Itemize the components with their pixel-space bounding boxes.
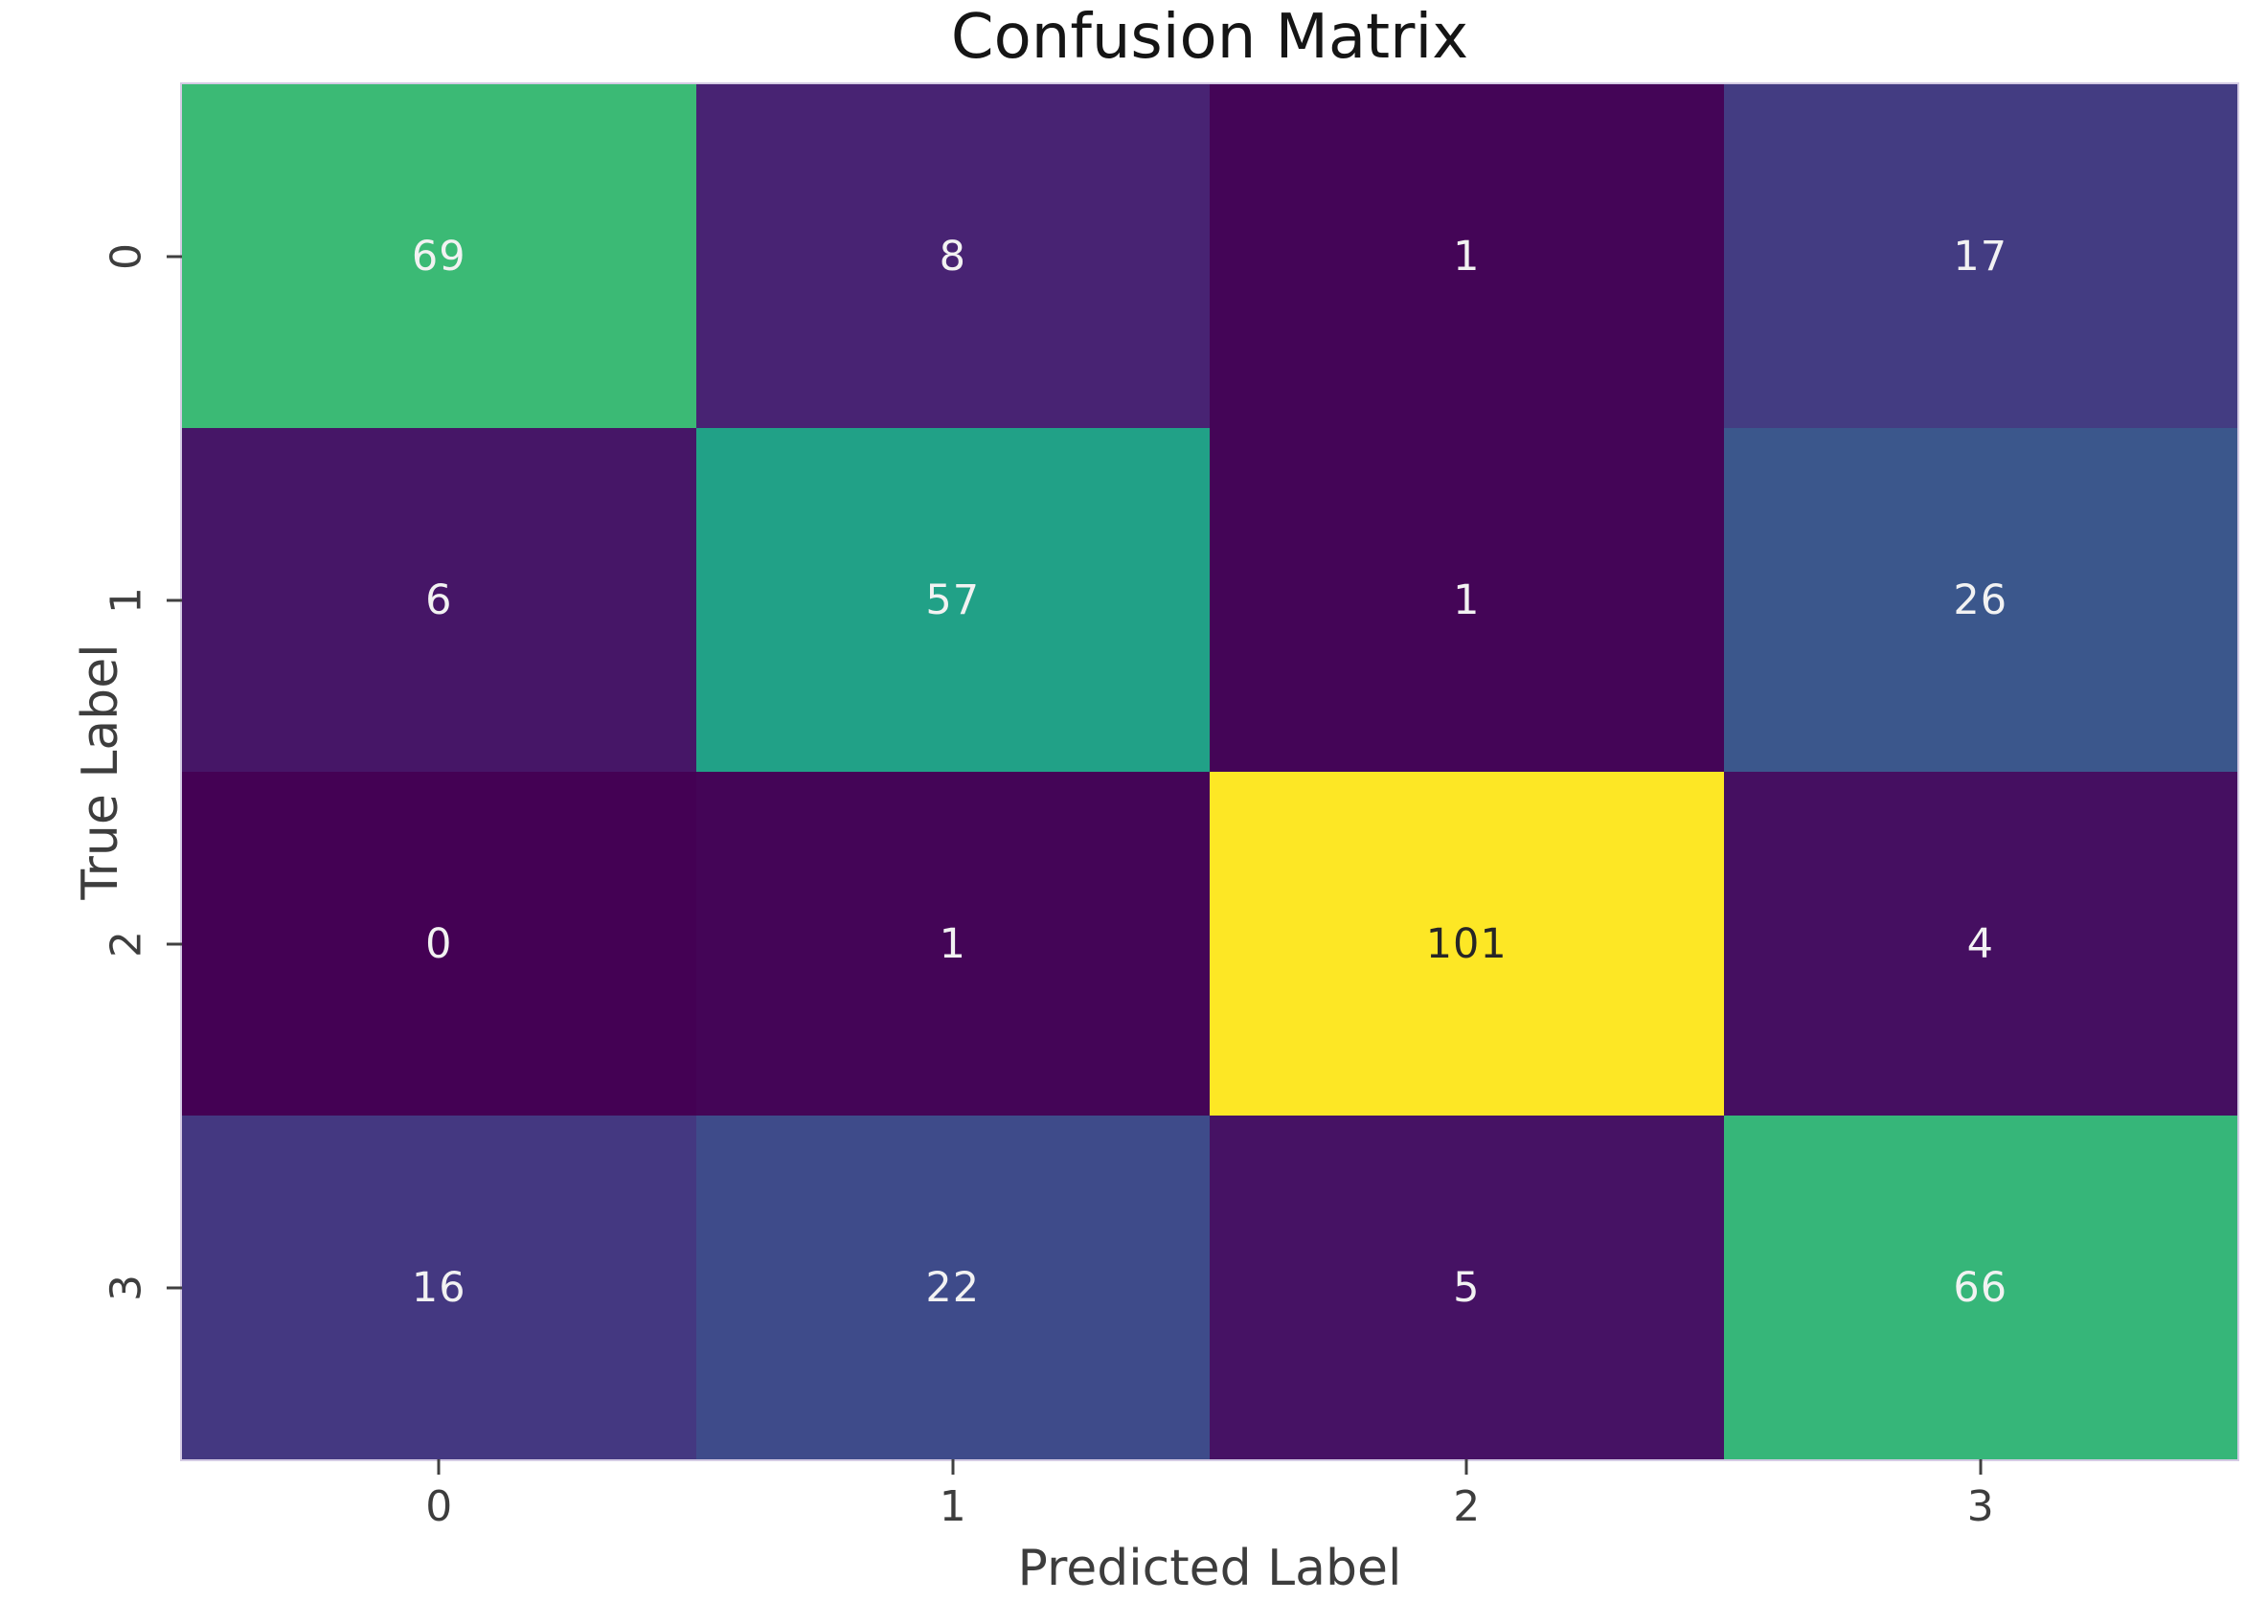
chart-title: Confusion Matrix bbox=[950, 2, 1469, 73]
heatmap-cell-r1c1: 57 bbox=[695, 428, 1210, 772]
x-tick-label-0: 0 bbox=[425, 1482, 453, 1531]
heatmap-cell-r2c0: 0 bbox=[182, 772, 696, 1116]
cell-value: 57 bbox=[925, 575, 981, 624]
x-tick-label-3: 3 bbox=[1966, 1482, 1994, 1531]
y-tick-mark-1 bbox=[167, 598, 182, 601]
y-tick-label-1: 1 bbox=[102, 586, 151, 614]
cell-value: 5 bbox=[1453, 1263, 1481, 1312]
y-axis-tick-marks bbox=[167, 84, 182, 1459]
heatmap-cell-r3c2: 5 bbox=[1210, 1116, 1724, 1459]
cell-value: 101 bbox=[1425, 919, 1508, 968]
cell-value: 69 bbox=[411, 232, 466, 281]
heatmap-cell-r0c3: 17 bbox=[1723, 84, 2237, 428]
heatmap-grid: 69 8 1 17 6 57 1 26 0 1 101 4 16 22 5 66 bbox=[180, 82, 2239, 1461]
heatmap-cell-r1c2: 1 bbox=[1210, 428, 1724, 772]
heatmap-cell-r0c1: 8 bbox=[695, 84, 1210, 428]
x-tick-label-1: 1 bbox=[939, 1482, 966, 1531]
cell-value: 0 bbox=[425, 919, 453, 968]
heatmap-cell-r1c0: 6 bbox=[182, 428, 696, 772]
y-tick-label-3: 3 bbox=[102, 1274, 151, 1301]
y-tick-label-2: 2 bbox=[102, 930, 151, 958]
heatmap-cell-r3c3: 66 bbox=[1723, 1116, 2237, 1459]
x-axis-label: Predicted Label bbox=[1017, 1540, 1402, 1597]
cell-value: 1 bbox=[1453, 232, 1481, 281]
x-tick-mark-3 bbox=[1979, 1459, 1983, 1475]
x-axis-tick-labels: 0 1 2 3 bbox=[182, 1482, 2237, 1536]
y-tick-mark-0 bbox=[167, 255, 182, 258]
y-tick-mark-2 bbox=[167, 942, 182, 945]
y-tick-mark-3 bbox=[167, 1286, 182, 1289]
x-tick-mark-1 bbox=[951, 1459, 955, 1475]
y-tick-label-0: 0 bbox=[102, 242, 151, 270]
cell-value: 26 bbox=[1953, 575, 2008, 624]
x-tick-mark-2 bbox=[1464, 1459, 1468, 1475]
cell-value: 1 bbox=[1453, 575, 1481, 624]
cell-value: 66 bbox=[1953, 1263, 2008, 1312]
heatmap-cell-r0c0: 69 bbox=[182, 84, 696, 428]
cell-value: 4 bbox=[1966, 919, 1994, 968]
x-tick-mark-0 bbox=[437, 1459, 441, 1475]
cell-value: 1 bbox=[939, 919, 966, 968]
heatmap-cell-r0c2: 1 bbox=[1210, 84, 1724, 428]
heatmap-cell-r1c3: 26 bbox=[1723, 428, 2237, 772]
heatmap-cell-r2c3: 4 bbox=[1723, 772, 2237, 1116]
heatmap-cell-r3c1: 22 bbox=[695, 1116, 1210, 1459]
cell-value: 22 bbox=[925, 1263, 981, 1312]
heatmap-cell-r2c1: 1 bbox=[695, 772, 1210, 1116]
x-axis-tick-marks bbox=[182, 1459, 2237, 1475]
heatmap-cell-r3c0: 16 bbox=[182, 1116, 696, 1459]
y-axis-label: True Label bbox=[72, 643, 129, 900]
cell-value: 8 bbox=[939, 232, 966, 281]
cell-value: 16 bbox=[411, 1263, 466, 1312]
cell-value: 17 bbox=[1953, 232, 2008, 281]
x-tick-label-2: 2 bbox=[1453, 1482, 1481, 1531]
cell-value: 6 bbox=[425, 575, 453, 624]
heatmap-cell-r2c2: 101 bbox=[1210, 772, 1724, 1116]
